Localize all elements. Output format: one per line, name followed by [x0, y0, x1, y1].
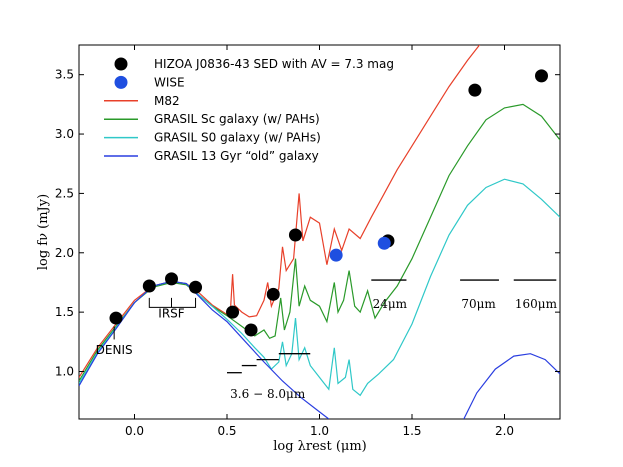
- plot-frame: [78, 44, 561, 420]
- y-tick-label-1: 1.5: [55, 305, 74, 319]
- series-line-2: [79, 178, 560, 397]
- series-line-4: [463, 353, 560, 419]
- series-line-3: [79, 280, 330, 419]
- series-layer: [79, 45, 560, 419]
- x-tick-label-0: 0.0: [125, 424, 144, 438]
- y-tick-label-4: 3.0: [55, 127, 74, 141]
- hizoa-point-1: [142, 279, 156, 293]
- legend-marker-0: [114, 57, 128, 71]
- points-layer: [109, 69, 548, 337]
- wise-point-1: [377, 236, 391, 250]
- hizoa-point-7: [288, 228, 302, 242]
- annotation-0: DENIS: [96, 343, 133, 357]
- series-line-0: [79, 45, 481, 378]
- x-tick-label-1: 0.5: [217, 424, 236, 438]
- hizoa-point-6: [266, 287, 280, 301]
- legend-marker-1: [114, 75, 128, 89]
- x-tick-label-3: 1.5: [402, 424, 421, 438]
- y-tick-label-3: 2.5: [55, 186, 74, 200]
- ticks-layer: 0.0 0.5 1.0 1.5 2.0 1.0 1.5 2.0 2.5 3.0 3.5: [55, 45, 560, 438]
- hizoa-point-10: [535, 69, 548, 83]
- y-axis-label: log fν (mJy): [36, 194, 51, 270]
- hizoa-point-0: [109, 311, 123, 325]
- wise-point-0: [329, 248, 343, 262]
- annotation-5: 160μm: [515, 297, 558, 311]
- series-line-1: [79, 103, 560, 382]
- legend-label-3: GRASIL Sc galaxy (w/ PAHs): [154, 112, 320, 126]
- legend-label-4: GRASIL S0 galaxy (w/ PAHs): [154, 131, 321, 145]
- hizoa-point-2: [165, 272, 178, 286]
- legend-label-1: WISE: [154, 75, 185, 89]
- annotation-2: 3.6 − 8.0μm: [230, 387, 306, 401]
- hizoa-point-4: [226, 305, 240, 319]
- x-tick-label-4: 2.0: [495, 424, 514, 438]
- legend-label-5: GRASIL 13 Gyr “old” galaxy: [154, 149, 319, 163]
- annotation-4: 70μm: [461, 297, 496, 311]
- annotations-layer: DENIS IRSF 3.6 − 8.0μm 24μm 70μm 160μm: [96, 297, 558, 401]
- y-tick-label-2: 2.0: [55, 246, 74, 260]
- hizoa-point-3: [189, 280, 203, 294]
- legend-label-0: HIZOA J0836-43 SED with AV = 7.3 mag: [154, 57, 394, 71]
- hizoa-point-9: [468, 83, 482, 97]
- irsf-bracket: [148, 297, 197, 308]
- x-tick-label-2: 1.0: [310, 424, 329, 438]
- x-axis-label: log λrest (μm): [273, 439, 367, 454]
- legend: HIZOA J0836-43 SED with AV = 7.3 mag WISE…: [104, 57, 394, 163]
- legend-label-2: M82: [154, 94, 180, 108]
- annotation-1: IRSF: [158, 306, 184, 320]
- annotation-3: 24μm: [373, 297, 408, 311]
- y-tick-label-5: 3.5: [55, 68, 74, 82]
- hizoa-point-5: [244, 323, 258, 337]
- y-tick-label-0: 1.0: [55, 365, 74, 379]
- upper-limits-layer: [113, 279, 557, 374]
